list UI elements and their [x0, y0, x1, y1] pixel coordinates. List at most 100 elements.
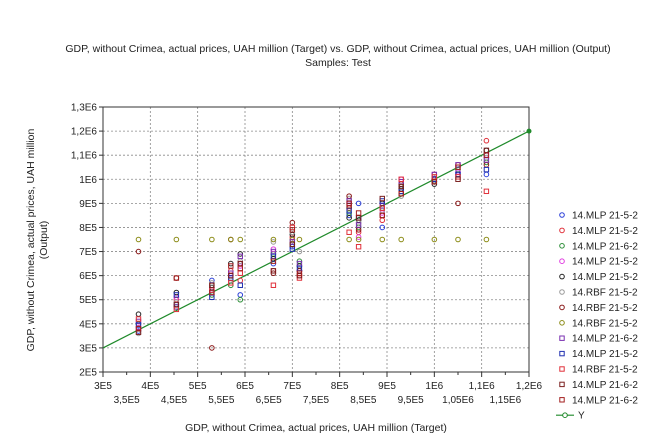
y-tick-label: 2E5: [79, 368, 97, 379]
fit-line: [102, 130, 530, 349]
data-point: [398, 183, 404, 190]
x-minor-tick-label: 8,5E5: [350, 395, 377, 406]
legend-swatch: [559, 397, 565, 403]
legend-label: 14.MLP 21-6-2: [572, 241, 638, 252]
y-tick-label: 5E5: [79, 295, 97, 306]
y-tick-label: 4E5: [79, 319, 97, 330]
data-point: [173, 236, 180, 243]
chart-title: GDP, without Crimea, actual prices, UAH …: [65, 43, 610, 55]
data-point: [346, 200, 352, 207]
x-minor-tick-label: 1,15E6: [489, 395, 521, 406]
legend-swatch: [559, 273, 565, 280]
x-axis-label: GDP, without Crimea, actual prices, UAH …: [185, 422, 447, 434]
legend-swatch: [559, 366, 565, 372]
data-point: [483, 137, 490, 144]
x-tick-label: 1E6: [425, 381, 443, 392]
data-point: [209, 289, 215, 296]
data-point: [173, 275, 180, 281]
legend-label: 14.RBF 21-5-2: [572, 288, 638, 299]
legend-label: 14.RBF 21-5-2: [572, 303, 638, 314]
x-tick-label: 9E5: [378, 381, 396, 392]
data-point: [355, 210, 362, 216]
legend-label: 14.MLP 21-5-2: [572, 349, 638, 360]
x-tick-label: 3E5: [94, 381, 112, 392]
data-point: [289, 227, 296, 233]
data-point: [483, 188, 490, 195]
legend-swatch: [559, 381, 565, 388]
data-point: [135, 316, 142, 322]
data-point: [228, 280, 234, 286]
x-tick-label: 7E5: [283, 381, 301, 392]
x-minor-tick-label: 9,5E5: [398, 395, 425, 406]
data-point: [346, 236, 352, 243]
data-point: [237, 277, 244, 284]
x-minor-tick-label: 5,5E5: [208, 395, 235, 406]
x-minor-tick-label: 3,5E5: [114, 395, 141, 406]
data-point: [237, 253, 243, 260]
y-axis-label-line: (Output): [38, 221, 50, 260]
x-minor-tick-label: 1,05E6: [442, 395, 474, 406]
y-tick-label: 1E6: [79, 175, 97, 186]
data-point: [173, 301, 180, 308]
data-point: [398, 236, 405, 243]
x-tick-label: 1,1E6: [469, 381, 496, 392]
data-point: [270, 282, 277, 288]
x-minor-tick-label: 6,5E5: [256, 395, 283, 406]
data-point: [398, 176, 404, 182]
legend-label: 14.MLP 21-6-2: [572, 380, 638, 391]
data-point: [237, 296, 244, 303]
legend-swatch: [559, 320, 565, 326]
data-point: [355, 234, 362, 240]
data-point: [431, 178, 438, 185]
data-point: [228, 236, 234, 243]
data-point: [346, 215, 352, 221]
data-point: [135, 311, 142, 317]
x-minor-tick-label: 7,5E5: [303, 395, 330, 406]
legend-label: 14.MLP 21-5-2: [572, 226, 638, 237]
data-point: [355, 200, 362, 207]
legend-swatch: [559, 243, 565, 249]
data-point: [237, 270, 243, 276]
data-point: [455, 200, 461, 207]
y-tick-label: 3E5: [79, 343, 97, 354]
data-point: [228, 263, 234, 269]
data-point: [379, 212, 385, 219]
y-tick-label: 1,3E6: [71, 103, 98, 114]
y-tick-labels: 2E5 3E5 4E5 5E5 6E5 7E5 8E5 9E5 1E6 1,1E6 1,2E6 1,3…: [71, 103, 103, 379]
fit-line-group: [102, 128, 532, 349]
y-tick-label: 6E5: [79, 271, 97, 282]
legend-swatch: [559, 258, 565, 265]
y-tick-label: 1,2E6: [71, 127, 98, 138]
data-point: [209, 345, 215, 351]
data-point: [355, 222, 362, 228]
data-point: [135, 329, 142, 335]
data-point: [483, 147, 490, 154]
data-point: [228, 272, 234, 279]
data-point: [135, 236, 142, 243]
data-point: [135, 322, 142, 328]
y-axis-label-line: GDP, without Crimea, actual prices, UAH …: [25, 128, 37, 351]
data-point: [455, 176, 461, 182]
chart-subtitle: Samples: Test: [305, 57, 371, 69]
legend-label: 14.MLP 21-6-2: [572, 395, 638, 406]
x-tick-label: 4E5: [141, 381, 159, 392]
legend-label: Y: [578, 411, 585, 422]
legend-label: 14.MLP 21-5-2: [572, 272, 638, 283]
data-point: [455, 236, 461, 243]
data-point: [379, 236, 386, 243]
legend-label: 14.RBF 21-5-2: [572, 365, 638, 376]
legend-line-marker: [562, 412, 568, 419]
x-minor-tick-label: 4,5E5: [161, 395, 188, 406]
data-point: [398, 191, 404, 197]
data-point: [237, 282, 243, 288]
x-tick-label: 1,2E6: [516, 381, 543, 392]
data-point: [455, 164, 461, 170]
legend-swatch: [559, 350, 565, 357]
data-point: [346, 229, 352, 235]
data-point: [483, 236, 490, 243]
data-point: [379, 217, 386, 224]
data-point: [270, 258, 277, 264]
data-point: [237, 265, 243, 272]
legend-swatch: [559, 212, 565, 218]
grid: [103, 107, 529, 372]
